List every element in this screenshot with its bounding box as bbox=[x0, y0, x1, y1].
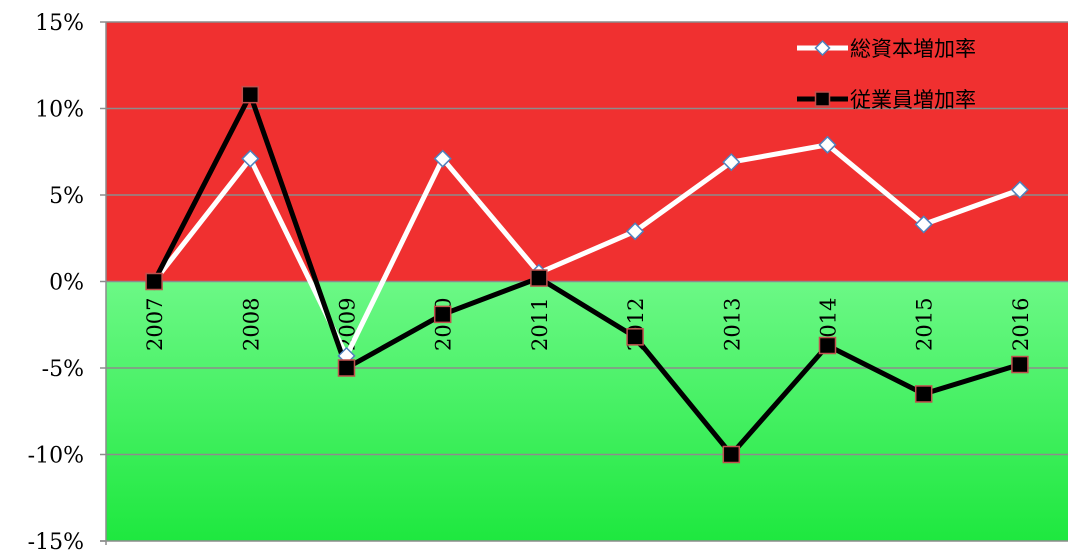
x-tick-label: 2011 bbox=[528, 298, 552, 351]
negative-region bbox=[106, 281, 1068, 541]
y-tick-labels: 15% 10% 5% 0% -5% -10% -15% bbox=[28, 11, 84, 555]
y-tick-label: 0% bbox=[49, 271, 84, 296]
series-0-point bbox=[722, 153, 741, 172]
x-tick-label: 2008 bbox=[239, 298, 263, 351]
y-tick-label: 15% bbox=[35, 11, 84, 36]
series-0-point bbox=[433, 149, 452, 168]
legend-label-0: 総資本増加率 bbox=[850, 37, 976, 61]
series-1-point bbox=[722, 445, 741, 464]
series-0-point bbox=[818, 135, 837, 154]
y-tick-label: 10% bbox=[35, 98, 84, 123]
series-0-point bbox=[241, 149, 260, 168]
series-line-0 bbox=[152, 142, 1021, 362]
legend-label-1: 従業員増加率 bbox=[850, 88, 976, 112]
series-1-point bbox=[626, 328, 644, 346]
x-tick-label: 2010 bbox=[432, 298, 456, 351]
series-lines bbox=[145, 85, 1029, 464]
positive-region bbox=[106, 22, 1068, 282]
plot-background bbox=[106, 22, 1068, 541]
y-tick-label: -5% bbox=[42, 357, 84, 382]
series-0-point bbox=[1010, 180, 1029, 199]
series-1-point bbox=[530, 269, 548, 287]
series-line-1 bbox=[151, 88, 1021, 459]
x-tick-label: 2016 bbox=[1009, 298, 1033, 351]
series-1-point bbox=[818, 336, 837, 355]
y-tick-label: -15% bbox=[28, 530, 84, 551]
gridlines bbox=[106, 21, 1068, 456]
x-tick-label: 2013 bbox=[720, 298, 744, 351]
series-1-point bbox=[433, 305, 452, 324]
axes bbox=[100, 21, 1068, 545]
series-1-point bbox=[1011, 355, 1029, 374]
y-tick-label: -10% bbox=[28, 444, 84, 469]
legend-marker-0 bbox=[814, 39, 831, 57]
series-1-point bbox=[145, 272, 163, 291]
x-tick-label: 2007 bbox=[143, 298, 167, 351]
series-0-point bbox=[914, 215, 933, 234]
series-1-point bbox=[241, 85, 260, 104]
series-1-point bbox=[337, 359, 356, 377]
legend-marker-1 bbox=[814, 91, 831, 107]
series-1-point bbox=[914, 385, 933, 403]
series-0-point bbox=[626, 222, 645, 241]
y-tick-label: 5% bbox=[49, 184, 84, 209]
x-tick-label: 2015 bbox=[913, 298, 937, 351]
